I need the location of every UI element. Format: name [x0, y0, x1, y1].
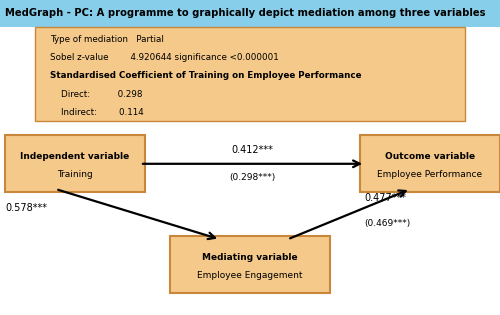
Text: Independent variable: Independent variable: [20, 152, 130, 161]
Text: Sobel z-value        4.920644 significance <0.000001: Sobel z-value 4.920644 significance <0.0…: [50, 53, 279, 62]
Text: Indirect:        0.114: Indirect: 0.114: [50, 108, 144, 117]
Text: Type of mediation   Partial: Type of mediation Partial: [50, 35, 164, 44]
Text: 0.578***: 0.578***: [5, 203, 47, 213]
FancyBboxPatch shape: [170, 236, 330, 293]
Text: Mediating variable: Mediating variable: [202, 253, 298, 261]
FancyBboxPatch shape: [360, 135, 500, 192]
Text: Direct:          0.298: Direct: 0.298: [50, 90, 142, 99]
Text: Training: Training: [57, 170, 93, 179]
Text: Employee Performance: Employee Performance: [378, 170, 482, 179]
Text: 0.412***: 0.412***: [232, 145, 274, 155]
Text: (0.469***): (0.469***): [364, 219, 410, 228]
Text: (0.298***): (0.298***): [230, 174, 276, 182]
Text: Standardised Coefficient of Training on Employee Performance: Standardised Coefficient of Training on …: [50, 72, 362, 80]
Text: MedGraph - PC: A programme to graphically depict mediation among three variables: MedGraph - PC: A programme to graphicall…: [5, 9, 486, 18]
Text: 0.477***: 0.477***: [364, 193, 406, 203]
FancyBboxPatch shape: [35, 27, 465, 121]
Text: Outcome variable: Outcome variable: [385, 152, 475, 161]
FancyBboxPatch shape: [5, 135, 145, 192]
FancyBboxPatch shape: [0, 0, 500, 27]
Text: Employee Engagement: Employee Engagement: [197, 271, 303, 280]
